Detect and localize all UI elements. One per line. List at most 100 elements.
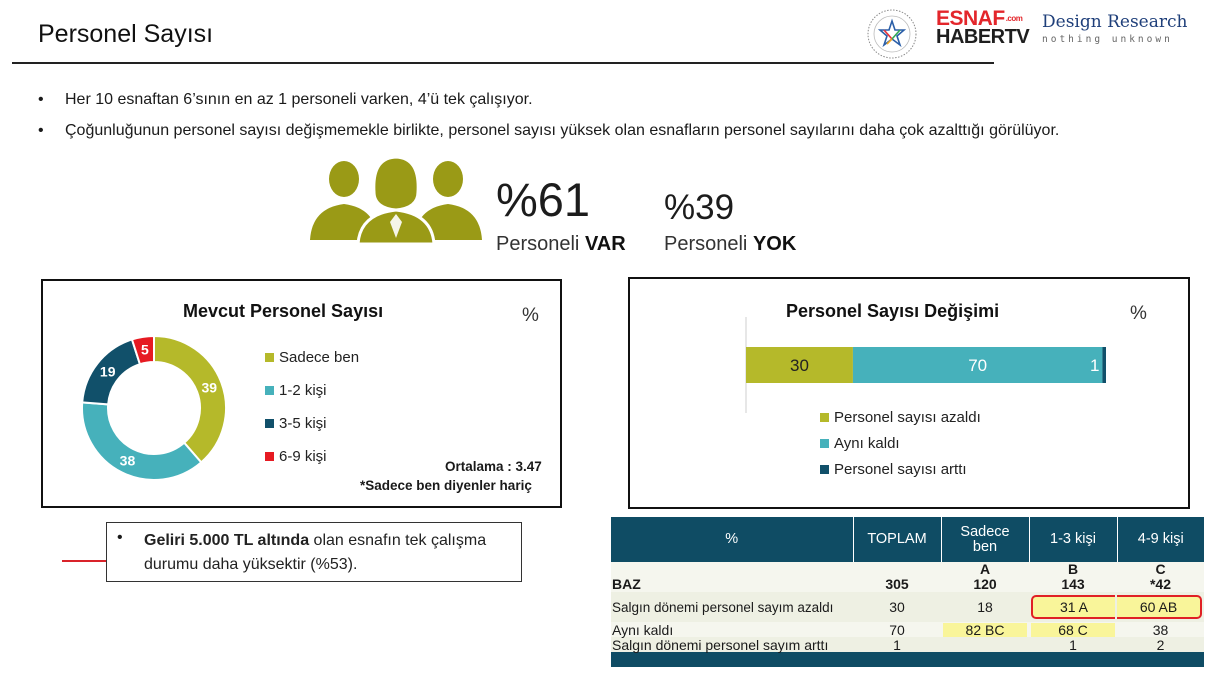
no-staff-label-prefix: Personeli bbox=[664, 233, 753, 255]
donut-data-label: 38 bbox=[120, 453, 136, 469]
table-row-label: Salgın dönemi personel sayım azaldı bbox=[612, 599, 834, 615]
table-cell: A bbox=[979, 560, 991, 577]
legend-label: Aynı kaldı bbox=[834, 435, 900, 452]
design-research-logo: Design Research nothing unknown bbox=[1042, 12, 1187, 45]
bar-unit: % bbox=[1130, 303, 1147, 324]
bar-chart-title: Personel Sayısı Değişimi bbox=[786, 301, 1000, 321]
donut-slice bbox=[130, 334, 155, 366]
bar-data-label: 1 bbox=[1090, 356, 1099, 375]
bar-segment bbox=[852, 347, 1103, 383]
legend-swatch bbox=[265, 419, 274, 428]
page-title: Personel Sayısı bbox=[38, 20, 214, 48]
bullet-item: Her 10 esnaftan 6’sının en az 1 personel… bbox=[38, 84, 1148, 115]
donut-legend: Sadece ben 1-2 kişi 3-5 kişi 6-9 kişi bbox=[265, 349, 359, 481]
legend-swatch bbox=[265, 452, 274, 461]
legend-label: 6-9 kişi bbox=[279, 448, 327, 465]
logo-esnaf-com: .com bbox=[1005, 14, 1023, 23]
donut-data-label: 39 bbox=[201, 379, 217, 395]
bullet-list: Her 10 esnaftan 6’sının en az 1 personel… bbox=[38, 84, 1148, 146]
table-corner: % bbox=[611, 517, 854, 562]
note-text: Geliri 5.000 TL altında olan esnafın tek… bbox=[144, 529, 514, 577]
donut-chart-panel: Mevcut Personel Sayısı % 39 38 19 5 Sadece … bbox=[41, 279, 562, 508]
no-staff-percent: %39 bbox=[664, 188, 735, 227]
seal-logo-icon bbox=[867, 9, 917, 59]
income-note-box: • Geliri 5.000 TL altında olan esnafın t… bbox=[106, 522, 522, 582]
has-staff-label-strong: VAR bbox=[584, 233, 626, 255]
logo-dr-line2: nothing unknown bbox=[1042, 34, 1173, 45]
table-col-header: Sadece ben bbox=[941, 517, 1030, 562]
donut-unit: % bbox=[522, 305, 539, 326]
donut-legend-item: 3-5 kişi bbox=[265, 415, 359, 432]
stacked-bar-chart: 30 70 1 bbox=[745, 317, 1106, 413]
donut-note-excluded: *Sadece ben diyenler hariç bbox=[360, 478, 532, 493]
legend-swatch bbox=[820, 413, 829, 422]
table-cell: 120 bbox=[973, 576, 997, 592]
note-rest: olan esnafın tek çalışma durumu daha yük… bbox=[144, 532, 487, 573]
table-cell-value: 60 AB bbox=[1117, 595, 1202, 619]
note-bullet: • bbox=[117, 529, 123, 546]
table-cell: B bbox=[1067, 560, 1079, 577]
table-cell-value: 68 C bbox=[1031, 622, 1115, 637]
table-row-label: BAZ bbox=[612, 576, 641, 592]
table-col-header: 4-9 kişi bbox=[1117, 517, 1204, 562]
table-cell: 1 bbox=[893, 636, 901, 653]
note-strong: Geliri 5.000 TL altında bbox=[144, 532, 310, 549]
donut-slice bbox=[81, 401, 203, 481]
donut-chart: 39 38 19 5 bbox=[81, 334, 227, 481]
donut-note-average: Ortalama : 3.47 bbox=[445, 459, 542, 474]
table-row: Salgın dönemi personel sayım azaldı 30 1… bbox=[611, 592, 1204, 622]
legend-label: Personel sayısı arttı bbox=[834, 461, 967, 478]
no-staff-label: Personeli YOK bbox=[664, 233, 796, 256]
table-cell: 18 bbox=[977, 598, 993, 615]
table-cell: 70 bbox=[889, 621, 905, 638]
donut-legend-item: 1-2 kişi bbox=[265, 382, 359, 399]
bar-legend-item: Aynı kaldı bbox=[820, 435, 981, 452]
bar-data-label: 30 bbox=[790, 356, 809, 375]
people-group-icon bbox=[310, 155, 482, 244]
table-cell: 2 bbox=[1156, 636, 1165, 653]
donut-slice bbox=[153, 334, 227, 464]
table-cell: 82 BC bbox=[941, 622, 1029, 637]
table-cell-highlight: 31 A bbox=[1029, 592, 1117, 622]
bar-segment bbox=[1102, 347, 1106, 383]
table-cell-value: 31 A bbox=[1031, 595, 1115, 619]
donut-legend-item: Sadece ben bbox=[265, 349, 359, 366]
table-row: Salgın dönemi personel sayım arttı 1 1 2 bbox=[611, 637, 1204, 652]
legend-label: Personel sayısı azaldı bbox=[834, 409, 981, 426]
legend-swatch bbox=[820, 439, 829, 448]
logo-dr-line1: Design Research bbox=[1042, 12, 1188, 32]
table-col-header: 1-3 kişi bbox=[1029, 517, 1118, 562]
table-footer-row bbox=[611, 652, 1204, 667]
bar-legend: Personel sayısı azaldı Aynı kaldı Personel… bbox=[820, 409, 981, 487]
legend-label: 1-2 kişi bbox=[279, 382, 327, 399]
logo-esnaf-line1: ESNAF bbox=[936, 7, 1005, 30]
bullet-item: Çoğunluğunun personel sayısı değişmemekl… bbox=[38, 115, 1148, 146]
donut-data-label: 19 bbox=[100, 363, 116, 379]
table-cell: 1 bbox=[1069, 636, 1077, 653]
table-cell: 30 bbox=[889, 598, 905, 615]
donut-legend-item: 6-9 kişi bbox=[265, 448, 359, 465]
bar-data-label: 70 bbox=[968, 356, 987, 375]
table-cell: *42 bbox=[1149, 576, 1172, 592]
table-cell-highlight: 60 AB bbox=[1117, 592, 1204, 622]
table-cell: 38 bbox=[1152, 621, 1169, 638]
stacked-bar-panel: Personel Sayısı Değişimi % 30 70 1 Persone… bbox=[628, 277, 1190, 509]
table-cell bbox=[941, 637, 1029, 652]
donut-data-label: 5 bbox=[141, 342, 149, 358]
table-footer bbox=[611, 652, 1204, 667]
table-row-label: Salgın dönemi personel sayım arttı bbox=[612, 636, 829, 653]
has-staff-label-prefix: Personeli bbox=[496, 233, 585, 255]
bar-segment bbox=[746, 347, 853, 383]
table-cell: 305 bbox=[885, 576, 909, 592]
has-staff-label: Personeli VAR bbox=[496, 233, 626, 256]
title-divider bbox=[12, 62, 994, 64]
table-cell: C bbox=[1155, 560, 1166, 577]
table-col-header: TOPLAM bbox=[853, 517, 942, 562]
table-cell: 143 bbox=[1061, 576, 1085, 592]
legend-swatch bbox=[265, 353, 274, 362]
table-cell bbox=[853, 562, 941, 576]
table-cell bbox=[611, 562, 853, 576]
bar-legend-item: Personel sayısı arttı bbox=[820, 461, 981, 478]
table-cell-value: 82 BC bbox=[943, 622, 1027, 637]
table-header-row: % TOPLAM Sadece ben 1-3 kişi 4-9 kişi bbox=[611, 517, 1204, 562]
